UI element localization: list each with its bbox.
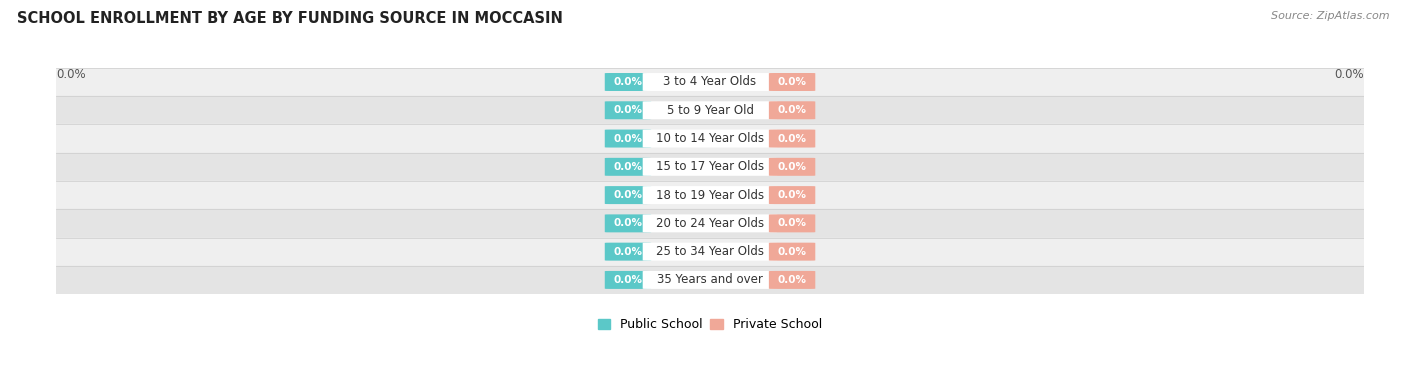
Text: 0.0%: 0.0% — [613, 133, 643, 144]
Text: 3 to 4 Year Olds: 3 to 4 Year Olds — [664, 75, 756, 89]
Text: 0.0%: 0.0% — [613, 190, 643, 200]
FancyBboxPatch shape — [605, 73, 651, 91]
Text: 0.0%: 0.0% — [778, 105, 807, 115]
FancyBboxPatch shape — [769, 215, 815, 232]
Text: 0.0%: 0.0% — [778, 190, 807, 200]
Bar — [56, 209, 1364, 238]
FancyBboxPatch shape — [769, 158, 815, 176]
Bar — [56, 124, 1364, 153]
FancyBboxPatch shape — [643, 186, 778, 204]
Text: 15 to 17 Year Olds: 15 to 17 Year Olds — [657, 160, 763, 173]
FancyBboxPatch shape — [643, 73, 778, 91]
FancyBboxPatch shape — [769, 243, 815, 261]
Text: 0.0%: 0.0% — [613, 218, 643, 228]
Text: 18 to 19 Year Olds: 18 to 19 Year Olds — [657, 188, 763, 202]
FancyBboxPatch shape — [769, 130, 815, 147]
FancyBboxPatch shape — [605, 101, 651, 119]
FancyBboxPatch shape — [643, 271, 778, 289]
FancyBboxPatch shape — [769, 186, 815, 204]
Text: 20 to 24 Year Olds: 20 to 24 Year Olds — [657, 217, 763, 230]
Bar — [56, 153, 1364, 181]
FancyBboxPatch shape — [769, 101, 815, 119]
Text: 35 Years and over: 35 Years and over — [657, 273, 763, 287]
Text: 0.0%: 0.0% — [1334, 68, 1364, 81]
Text: 0.0%: 0.0% — [778, 247, 807, 257]
FancyBboxPatch shape — [643, 158, 778, 176]
Bar — [56, 181, 1364, 209]
Text: 0.0%: 0.0% — [778, 133, 807, 144]
Bar — [56, 68, 1364, 96]
FancyBboxPatch shape — [605, 186, 651, 204]
Text: 0.0%: 0.0% — [613, 247, 643, 257]
FancyBboxPatch shape — [643, 130, 778, 147]
FancyBboxPatch shape — [769, 73, 815, 91]
Text: Source: ZipAtlas.com: Source: ZipAtlas.com — [1271, 11, 1389, 21]
Text: 25 to 34 Year Olds: 25 to 34 Year Olds — [657, 245, 763, 258]
Text: 0.0%: 0.0% — [778, 77, 807, 87]
Bar — [56, 266, 1364, 294]
FancyBboxPatch shape — [643, 243, 778, 261]
Text: 0.0%: 0.0% — [613, 105, 643, 115]
FancyBboxPatch shape — [605, 243, 651, 261]
Text: 0.0%: 0.0% — [778, 275, 807, 285]
FancyBboxPatch shape — [643, 215, 778, 232]
Text: 0.0%: 0.0% — [56, 68, 86, 81]
Text: 0.0%: 0.0% — [778, 218, 807, 228]
Text: SCHOOL ENROLLMENT BY AGE BY FUNDING SOURCE IN MOCCASIN: SCHOOL ENROLLMENT BY AGE BY FUNDING SOUR… — [17, 11, 562, 26]
Text: 0.0%: 0.0% — [613, 162, 643, 172]
Text: 5 to 9 Year Old: 5 to 9 Year Old — [666, 104, 754, 117]
Text: 0.0%: 0.0% — [778, 162, 807, 172]
Text: 0.0%: 0.0% — [613, 275, 643, 285]
Text: 10 to 14 Year Olds: 10 to 14 Year Olds — [657, 132, 763, 145]
Bar — [56, 96, 1364, 124]
Legend: Public School, Private School: Public School, Private School — [598, 319, 823, 331]
FancyBboxPatch shape — [605, 130, 651, 147]
FancyBboxPatch shape — [605, 271, 651, 289]
FancyBboxPatch shape — [605, 215, 651, 232]
FancyBboxPatch shape — [769, 271, 815, 289]
Text: 0.0%: 0.0% — [613, 77, 643, 87]
FancyBboxPatch shape — [643, 101, 778, 119]
FancyBboxPatch shape — [605, 158, 651, 176]
Bar — [56, 238, 1364, 266]
